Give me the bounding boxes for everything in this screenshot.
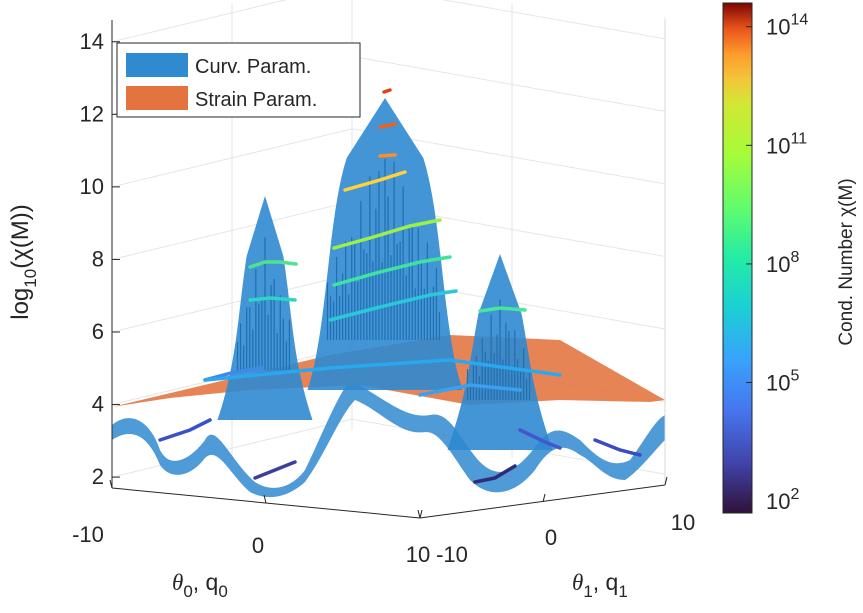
surface-contour-band <box>203 358 562 382</box>
grid-z-left <box>111 273 353 333</box>
legend-label-curv: Curv. Param. <box>195 56 311 78</box>
y-tick-label: 10 <box>671 510 695 535</box>
surface-layer <box>112 88 665 498</box>
grid-z-left <box>111 200 353 260</box>
legend-swatch-strain <box>126 86 188 110</box>
surface-contour-band <box>478 306 527 313</box>
grid-z-left <box>111 0 287 43</box>
y-tick <box>664 476 668 486</box>
y-axis-line <box>419 484 666 519</box>
colorbar-tick-label: 1011 <box>766 130 807 158</box>
z-tick-label: 2 <box>92 464 104 489</box>
z-tick-label: 14 <box>80 29 104 54</box>
surface-contour-band <box>248 260 298 269</box>
surface-contour-band <box>343 170 407 192</box>
surface-contour-band <box>328 289 458 322</box>
legend-label-strain: Strain Param. <box>195 89 317 111</box>
z-tick-label: 8 <box>92 246 104 271</box>
colorbar-tick-label: 102 <box>766 486 799 514</box>
colorbar: 102 105 108 1011 1014 Cond. Number χ(M) <box>722 2 857 514</box>
z-tick-label: 10 <box>80 174 104 199</box>
surface-contour-band <box>378 122 397 129</box>
x-tick <box>263 494 267 504</box>
z-tick-label: 4 <box>92 392 104 417</box>
legend: Curv. Param. Strain Param. <box>116 42 361 118</box>
colorbar-ticks: 102 105 108 1011 1014 <box>746 12 808 514</box>
surface-contour-band <box>518 428 562 450</box>
grid-z-right <box>441 0 666 40</box>
z-axis-label: log10(χ(M)) <box>7 204 40 320</box>
surface-contour-band <box>158 418 212 442</box>
z-tick-label: 12 <box>80 101 104 126</box>
z-tick-label: 6 <box>92 319 104 344</box>
surface-contour-band <box>593 438 642 457</box>
x-tick <box>417 509 421 519</box>
x-axis-label: θ0, q0 <box>172 569 228 601</box>
colorbar-strip <box>722 2 753 514</box>
curv-surface-base <box>112 380 665 498</box>
grid-z-left <box>111 418 353 478</box>
surface-contour-band <box>378 153 397 158</box>
colorbar-label: Cond. Number χ(M) <box>836 178 857 345</box>
legend-swatch-curv <box>126 53 188 77</box>
x-tick-label: -10 <box>72 522 104 547</box>
grid-z-left <box>111 128 353 188</box>
surface-contour-band <box>253 460 297 480</box>
surface-contour-band <box>382 88 392 94</box>
colorbar-tick-label: 105 <box>766 368 799 396</box>
colorbar-tick-label: 1014 <box>766 12 808 40</box>
y-tick <box>542 493 546 503</box>
x-tick-label: 0 <box>252 533 264 558</box>
x-tick-label: 10 <box>406 542 430 567</box>
surface-contour-band <box>332 218 442 250</box>
surface-contour-band <box>248 296 297 302</box>
x-tick <box>109 479 113 489</box>
grid-z-right <box>351 55 666 112</box>
y-tick-label: -10 <box>436 542 468 567</box>
surface-contour-band <box>473 464 517 484</box>
surface-contour-band <box>332 255 452 287</box>
surface-contour-band <box>418 383 522 397</box>
colorbar-tick-label: 108 <box>766 249 799 277</box>
y-tick-label: 0 <box>545 525 557 550</box>
y-tick <box>419 509 423 519</box>
y-axis-label: θ1, q1 <box>572 569 628 601</box>
